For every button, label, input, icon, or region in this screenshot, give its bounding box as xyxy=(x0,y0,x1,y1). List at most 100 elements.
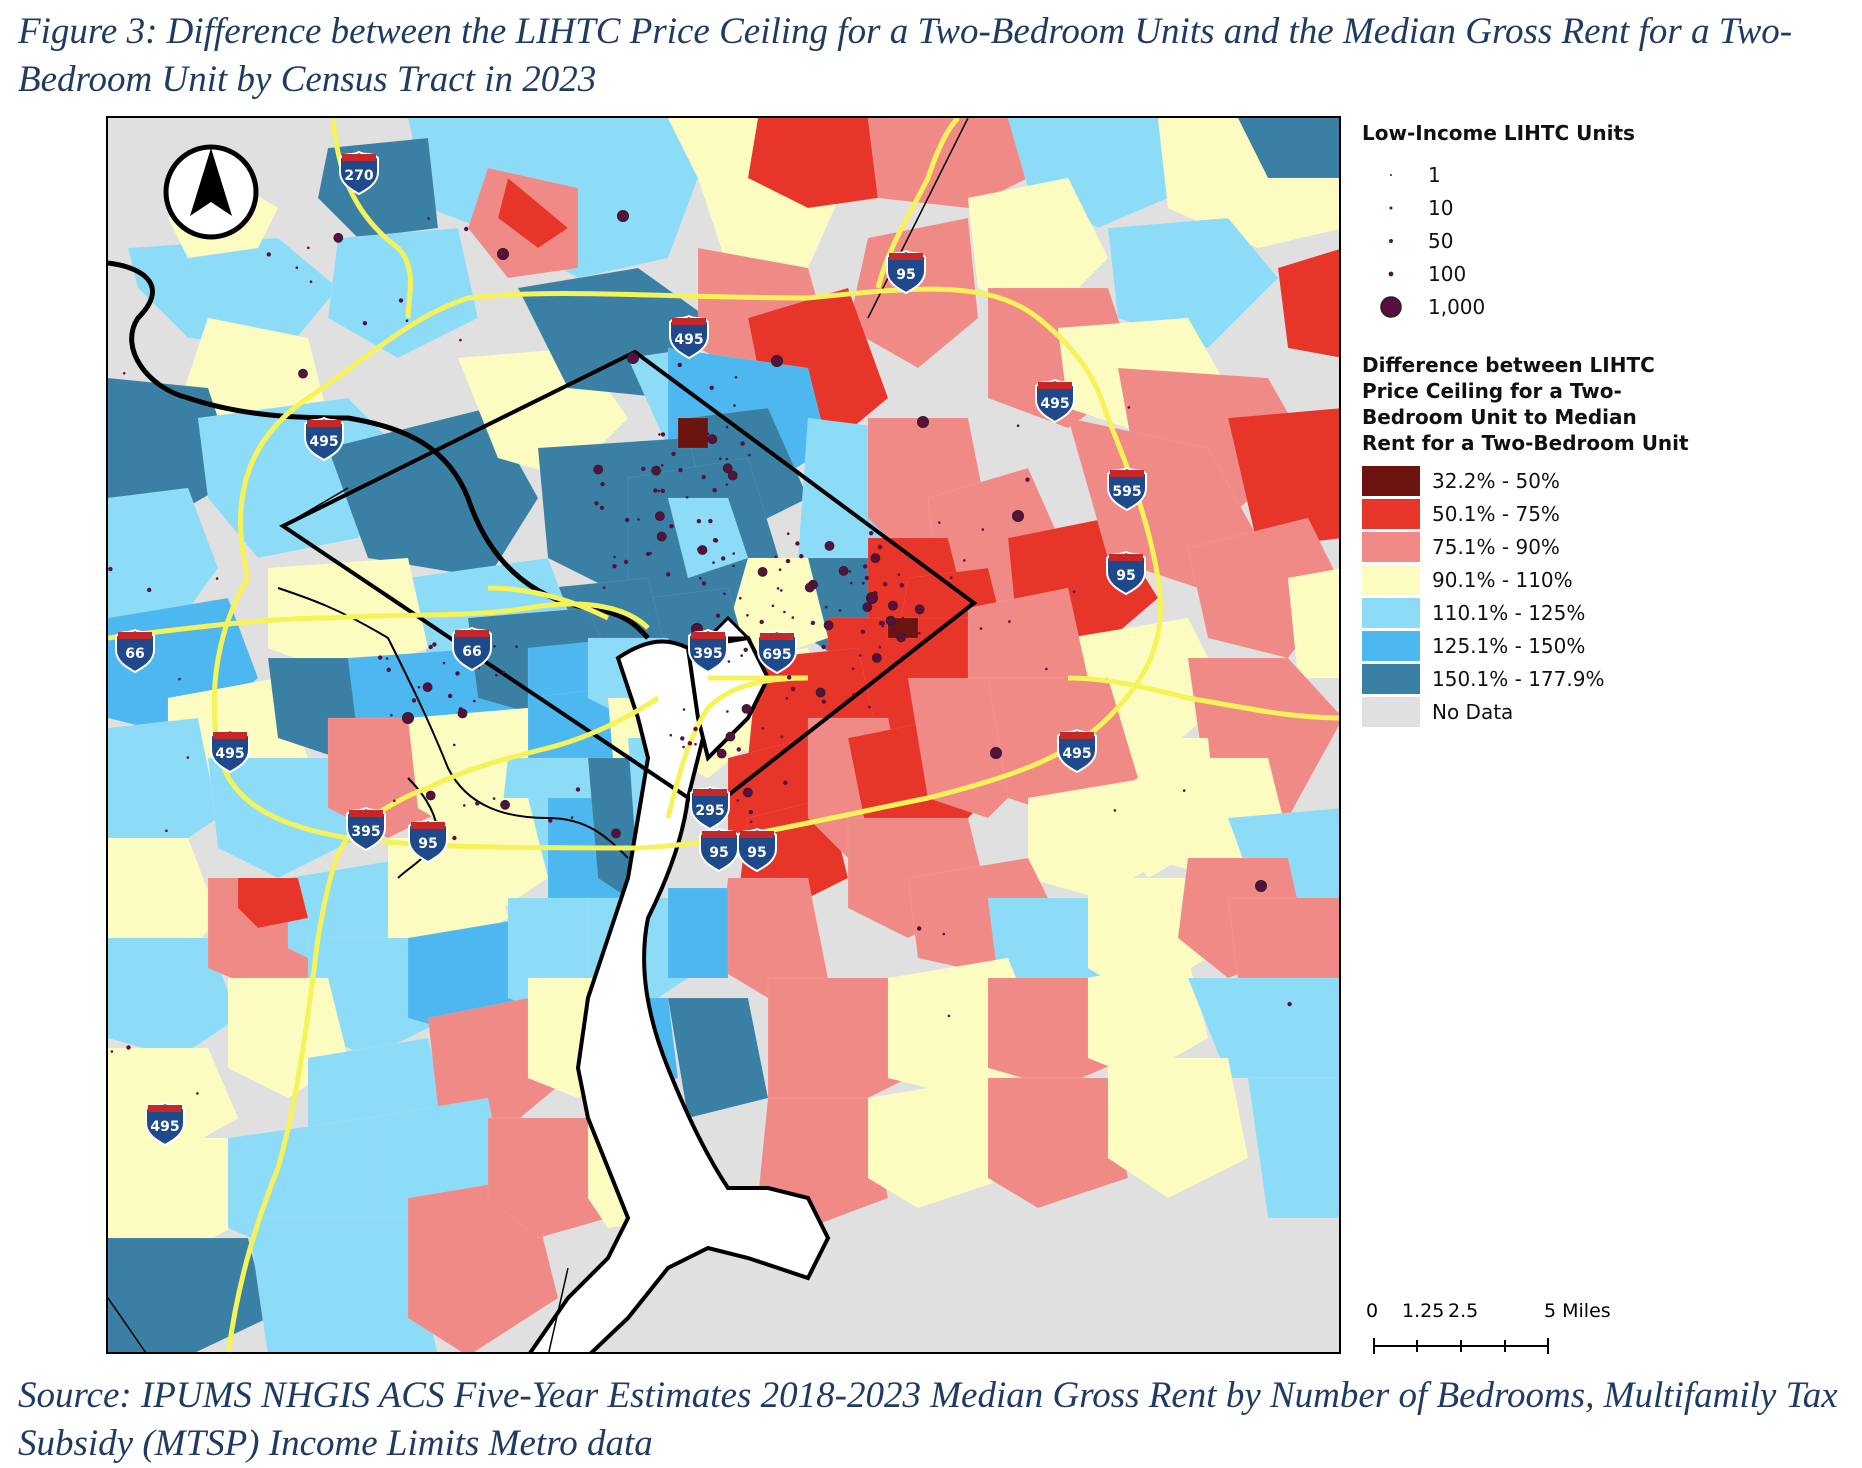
lihtc-point xyxy=(787,675,792,680)
legend-units-title: Low-Income LIHTC Units xyxy=(1362,121,1635,145)
legend-swatch xyxy=(1362,499,1420,529)
i595 xyxy=(1067,675,1339,721)
lihtc-point xyxy=(894,601,897,605)
lihtc-point xyxy=(791,616,795,619)
shield-body xyxy=(1107,466,1147,512)
i395 xyxy=(346,695,660,840)
shield-body xyxy=(690,785,730,831)
shield-number: 495 xyxy=(215,746,244,762)
lihtc-point xyxy=(333,232,344,243)
lihtc-point xyxy=(655,511,665,522)
highway-shields: 270 95 495 495 495 595 95 66 66 395 695 495 495 295 39… xyxy=(115,150,1147,1147)
shield-band xyxy=(1060,732,1094,739)
lihtc-point xyxy=(734,375,738,379)
lihtc-point xyxy=(575,787,581,792)
legend-class-label: 32.2% - 50% xyxy=(1432,469,1560,493)
lihtc-point xyxy=(266,252,271,257)
lihtc-point-large xyxy=(627,352,639,364)
lihtc-point xyxy=(712,561,715,564)
legend-class-row: 75.1% - 90% xyxy=(1362,528,1782,566)
lihtc-point xyxy=(870,553,881,564)
census-tract xyxy=(747,118,879,209)
lihtc-point xyxy=(307,246,310,250)
shield-number: 495 xyxy=(1040,396,1069,412)
lihtc-point xyxy=(1072,590,1076,593)
lihtc-point xyxy=(678,467,683,473)
lihtc-point xyxy=(706,432,710,436)
lihtc-point xyxy=(732,552,735,555)
scale-label-1-25: 1.25 xyxy=(1402,1300,1445,1322)
shield-band xyxy=(213,732,247,739)
lihtc-point xyxy=(736,747,741,752)
shield-band xyxy=(342,154,376,161)
legend-class-label: 50.1% - 75% xyxy=(1432,502,1560,526)
census-tract xyxy=(867,1077,1009,1209)
scale-bar: 0 1.25 2.5 5 Miles xyxy=(1362,1300,1722,1360)
lihtc-point xyxy=(771,604,775,608)
lihtc-point xyxy=(500,799,511,810)
lihtc-point xyxy=(405,319,409,322)
map-area[interactable]: 270 95 495 495 495 595 95 66 66 395 695 495 495 295 39… xyxy=(106,116,1341,1354)
legend-size-row: 50 xyxy=(1362,222,1782,260)
lihtc-point xyxy=(749,820,753,824)
shield-number: 495 xyxy=(150,1119,179,1135)
legend-size-label: 10 xyxy=(1428,196,1454,220)
shield-number: 66 xyxy=(125,646,144,662)
legend-class-row: 50.1% - 75% xyxy=(1362,495,1782,533)
lihtc-point xyxy=(712,538,718,543)
legend-swatch xyxy=(1362,466,1420,496)
legend-swatch xyxy=(1362,532,1420,562)
census-tract xyxy=(327,227,479,359)
census-tract xyxy=(497,177,569,249)
lihtc-point xyxy=(660,488,665,494)
lihtc-point xyxy=(696,519,702,524)
lihtc-point xyxy=(492,797,496,800)
shield-number: 495 xyxy=(1062,746,1091,762)
legend-size-label: 100 xyxy=(1428,262,1467,286)
shield-number: 495 xyxy=(309,434,338,450)
lihtc-point xyxy=(495,673,498,677)
lihtc-point xyxy=(897,573,901,576)
lihtc-point xyxy=(821,699,827,704)
lihtc-point xyxy=(862,602,873,613)
shield-band xyxy=(702,831,736,838)
lihtc-point xyxy=(719,457,722,461)
lihtc-point xyxy=(660,432,666,437)
lihtc-point xyxy=(868,705,871,709)
legend-rent-difference: Difference between LIHTC Price Ceiling f… xyxy=(1362,352,1842,727)
lihtc-point xyxy=(918,631,921,635)
lihtc-point xyxy=(493,645,496,648)
county-line-ne xyxy=(867,118,969,319)
lihtc-point xyxy=(780,735,784,739)
highway-shield: 95 xyxy=(408,818,448,864)
county-line-sw xyxy=(108,1297,147,1352)
lihtc-point-large xyxy=(617,210,629,222)
legend-class-row: No Data xyxy=(1362,693,1782,731)
lihtc-point xyxy=(671,451,676,457)
shield-band xyxy=(1110,470,1144,477)
north-arrow-icon xyxy=(163,144,259,240)
county-line-nw xyxy=(282,487,349,527)
legend-size-row: 10 xyxy=(1362,189,1782,227)
lihtc-point xyxy=(864,575,869,581)
lihtc-point xyxy=(725,483,729,486)
census-tract xyxy=(207,757,359,879)
lihtc-point xyxy=(459,338,462,342)
highway-shield: 495 xyxy=(210,728,250,774)
lihtc-point xyxy=(677,362,682,368)
lihtc-point xyxy=(712,488,717,493)
lihtc-point xyxy=(1016,424,1020,428)
highway-shield: 595 xyxy=(1107,466,1147,512)
lihtc-point xyxy=(637,518,640,521)
map-canvas[interactable]: 270 95 495 495 495 595 95 66 66 395 695 495 495 295 39… xyxy=(108,118,1341,1354)
lihtc-point-large xyxy=(866,592,878,604)
lihtc-point xyxy=(548,818,553,823)
legend-size-label: 50 xyxy=(1428,229,1454,253)
shield-body xyxy=(115,628,155,674)
shield-band xyxy=(349,810,383,817)
lihtc-point xyxy=(748,809,754,815)
shield-band xyxy=(118,632,152,639)
legend-class-row: 110.1% - 125% xyxy=(1362,594,1782,632)
shield-number: 66 xyxy=(462,644,481,660)
lihtc-point xyxy=(623,559,629,565)
